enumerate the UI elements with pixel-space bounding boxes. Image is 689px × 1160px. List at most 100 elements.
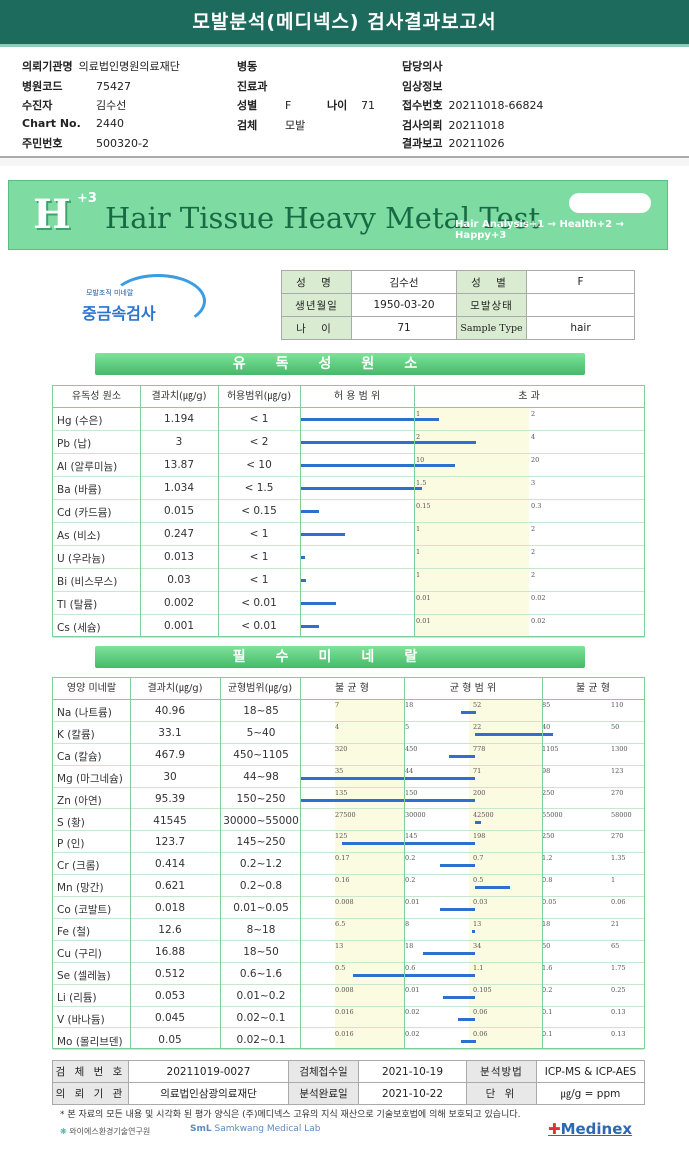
- inst: 의료법인삼광의료재단: [128, 1082, 289, 1105]
- essential-result: 0.045: [154, 1011, 186, 1024]
- essential-header-5: 불 균 형: [542, 678, 644, 700]
- done-label: 분석완료일: [288, 1082, 359, 1105]
- ys-leaf-icon: ❋: [60, 1127, 67, 1136]
- toxic-header-2: 허용범위(㎍/g): [218, 386, 300, 408]
- recv-label: 검체접수일: [288, 1060, 359, 1083]
- logo-small-text: 모발조직 미네랄: [86, 289, 134, 297]
- essential-header-0: 영양 미네랄: [53, 678, 130, 700]
- essential-element-name: V (바나듐): [57, 1013, 105, 1026]
- essential-element-name: Fe (철): [57, 926, 91, 938]
- toxic-tick-1: 1: [416, 525, 421, 533]
- age-label: 나이: [327, 99, 348, 112]
- reception-field: 접수번호 20211018-66824: [402, 97, 543, 113]
- info-name-label: 성 명: [281, 270, 352, 294]
- logo-ys-text: 와이에스환경기술연구원: [69, 1127, 151, 1136]
- essential-tick: 1.1: [473, 963, 484, 972]
- toxic-range: < 1.5: [244, 482, 274, 494]
- hospital-value: 의료법인명원의료재단: [78, 60, 180, 73]
- toxic-bar: [301, 579, 306, 582]
- specimen-label: 검체: [237, 119, 258, 132]
- toxic-result: 0.03: [167, 574, 191, 586]
- essential-row: [53, 875, 644, 898]
- toxic-range: < 1: [249, 574, 269, 586]
- logo-ys: ❋ 와이에스환경기술연구원: [60, 1126, 150, 1137]
- essential-element-name: Zn (아연): [57, 794, 102, 807]
- banner-badge: [569, 193, 651, 213]
- doctor-field: 담당의사: [402, 58, 448, 74]
- essential-tick: 0.7: [473, 854, 484, 863]
- essential-row: [53, 853, 644, 876]
- essential-element-name: Ca (칼슘): [57, 750, 102, 763]
- essential-tick: 34: [473, 941, 482, 950]
- essential-row: [53, 919, 644, 941]
- essential-tick: 0.2: [405, 854, 416, 863]
- info-age-label: 나 이: [281, 316, 352, 340]
- id-value: 500320-2: [96, 137, 149, 150]
- toxic-bar: [301, 625, 319, 628]
- toxic-tick-1: 2: [416, 433, 421, 441]
- essential-tick: 44: [405, 766, 414, 775]
- essential-tick: 0.06: [611, 898, 626, 907]
- essential-tick: 0.03: [473, 898, 488, 907]
- toxic-result: 1.194: [163, 413, 195, 425]
- essential-tick: 0.01: [405, 898, 420, 907]
- toxic-header-1: 결과치(㎍/g): [140, 386, 218, 408]
- essential-element-name: Li (리튬): [57, 991, 97, 1004]
- essential-range: 0.01~0.2: [236, 989, 286, 1002]
- essential-tick: 6.5: [335, 920, 346, 928]
- essential-tick: 1.6: [542, 963, 553, 972]
- essential-tick: 0.16: [335, 876, 350, 885]
- essential-tick: 270: [611, 788, 624, 797]
- toxic-row: [53, 500, 644, 523]
- age-field: 나이 71: [327, 97, 375, 113]
- method-label: 분석방법: [466, 1060, 537, 1083]
- info-type: hair: [526, 316, 635, 340]
- toxic-tick-1: 1: [416, 571, 421, 579]
- name-label: 수진자: [22, 99, 53, 112]
- sex-field: 성별 F: [237, 97, 291, 113]
- essential-tick: 0.6: [405, 963, 416, 972]
- clinical-field: 임상정보: [402, 78, 448, 94]
- essential-tick: 0.016: [335, 1007, 354, 1016]
- toxic-element-name: Bi (비스무스): [57, 576, 118, 588]
- essential-tick: 0.1: [542, 1007, 553, 1016]
- essential-tick: 13: [473, 920, 482, 928]
- essential-tick: 1105: [542, 744, 559, 753]
- toxic-result: 13.87: [163, 459, 195, 471]
- essential-tick: 18: [405, 701, 414, 709]
- dept-label: 진료과: [237, 80, 268, 93]
- essential-col-line: [130, 678, 131, 1048]
- essential-result: 16.88: [154, 945, 186, 958]
- clinical-label: 임상정보: [402, 80, 443, 93]
- toxic-bar: [301, 441, 476, 444]
- report-title: 모발분석(메디넥스) 검사결과보고서: [0, 0, 689, 44]
- essential-element-name: K (칼륨): [57, 728, 95, 741]
- reportdate-field: 결과보고 20211026: [402, 135, 504, 151]
- name-value: 김수선: [96, 99, 127, 112]
- toxic-row: [53, 615, 644, 638]
- essential-header-3: 불 균 형: [300, 678, 404, 700]
- essential-tick: 50: [542, 941, 551, 950]
- toxic-element-name: Al (알루미늄): [57, 461, 118, 473]
- essential-tick: 0.2: [542, 985, 553, 994]
- logo-big-text: 중금속검사: [82, 304, 156, 323]
- essential-tick: 250: [542, 832, 555, 841]
- essential-bar: [461, 1039, 476, 1043]
- essential-row: [53, 897, 644, 919]
- essential-element-name: Co (코발트): [57, 904, 112, 917]
- essential-tick: 198: [473, 832, 486, 841]
- info-state-label: 모발상태: [456, 293, 527, 317]
- toxic-tick-1: 0.01: [416, 594, 431, 602]
- toxic-tick-2: 20: [531, 456, 540, 464]
- essential-section-title: 필수미네랄: [95, 646, 585, 668]
- reportdate-label: 결과보고: [402, 137, 443, 150]
- toxic-section-title: 유독성원소: [95, 353, 585, 375]
- copyright-note: * 본 자료의 모든 내용 및 시각화 된 평가 양식은 (주)메디넥스 고유의…: [60, 1110, 521, 1120]
- essential-bar: [440, 908, 475, 912]
- info-state: [526, 293, 635, 317]
- essential-tick: 200: [473, 788, 486, 797]
- id-field: 주민번호 500320-2: [22, 135, 149, 151]
- specimen-field: 검체 모발: [237, 117, 305, 133]
- essential-range: 30000~55000: [223, 814, 299, 827]
- toxic-tick-2: 2: [531, 571, 536, 579]
